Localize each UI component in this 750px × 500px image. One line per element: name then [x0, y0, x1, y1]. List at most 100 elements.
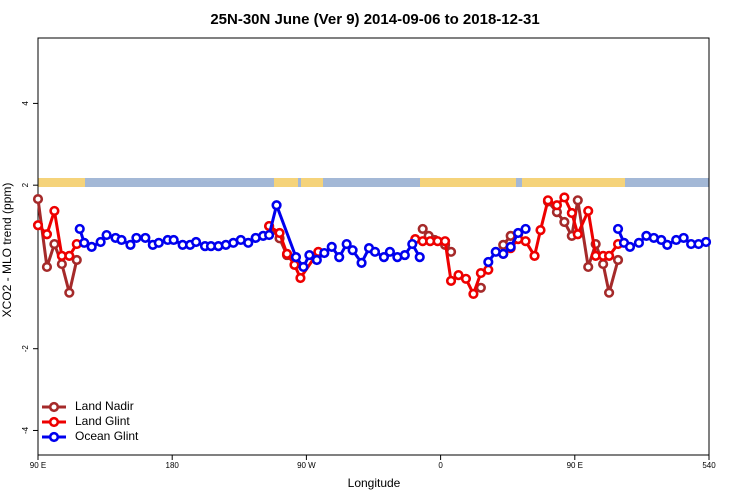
legend-label: Land Nadir: [75, 399, 134, 413]
point: [598, 258, 609, 270]
point: [341, 238, 352, 250]
point: [56, 258, 67, 270]
land-band: [274, 178, 298, 187]
point: [572, 229, 583, 240]
point: [535, 225, 546, 236]
point: [32, 220, 44, 231]
point: [369, 246, 381, 257]
point: [274, 227, 285, 239]
point: [407, 238, 418, 250]
point: [101, 229, 112, 241]
point: [71, 254, 82, 266]
point: [295, 272, 306, 284]
point: [290, 252, 302, 263]
land-band: [522, 178, 625, 187]
point: [311, 254, 322, 266]
point: [542, 195, 554, 206]
point: [572, 195, 583, 206]
point: [460, 273, 472, 284]
point: [475, 282, 486, 293]
point: [559, 192, 570, 203]
point: [559, 216, 570, 228]
land-band: [38, 178, 85, 187]
legend-marker: [48, 401, 60, 413]
point: [289, 259, 300, 270]
point: [453, 270, 464, 281]
ocean-band: [38, 178, 709, 187]
legend-label: Ocean Glint: [75, 429, 139, 443]
point: [662, 239, 673, 250]
point: [468, 288, 479, 300]
point: [41, 261, 53, 273]
point: [281, 248, 293, 259]
point: [168, 234, 179, 246]
land-band: [301, 178, 323, 187]
y-tick-label: -2: [21, 345, 30, 353]
point: [624, 241, 636, 253]
point: [678, 232, 689, 244]
point: [384, 246, 396, 257]
point: [483, 256, 494, 268]
point: [583, 261, 594, 273]
point: [417, 223, 428, 235]
point: [513, 227, 524, 239]
point: [700, 236, 712, 248]
x-tick-label: 540: [702, 461, 716, 470]
point: [505, 241, 516, 253]
point: [153, 237, 164, 248]
point: [520, 236, 531, 247]
point: [633, 237, 645, 248]
point: [140, 232, 151, 244]
legend-marker: [48, 431, 60, 443]
x-tick-label: 180: [166, 461, 180, 470]
point: [319, 247, 330, 259]
point: [86, 241, 97, 253]
plot-frame: [37, 37, 710, 456]
legend-label: Land Glint: [75, 414, 130, 428]
point: [414, 252, 425, 263]
point: [125, 239, 136, 250]
point: [304, 249, 315, 261]
point: [131, 232, 142, 244]
y-axis-label: XCO2 - MLO trend (ppm): [0, 183, 14, 318]
point: [190, 236, 202, 248]
point: [356, 257, 367, 268]
chart-title: 25N-30N June (Ver 9) 2014-09-06 to 2018-…: [210, 11, 539, 28]
point: [116, 234, 127, 246]
x-tick-label: 90 W: [297, 461, 316, 470]
point: [612, 254, 624, 266]
point: [439, 236, 451, 247]
point: [445, 275, 457, 286]
point: [378, 252, 390, 263]
point: [334, 252, 345, 263]
point: [399, 249, 410, 261]
series-line: [36, 194, 620, 298]
land-ocean-strip: [38, 178, 709, 187]
x-tick-label: 0: [438, 461, 443, 470]
point: [520, 223, 531, 235]
y-tick-label: 4: [21, 101, 30, 106]
point: [32, 193, 44, 205]
legend-marker: [48, 416, 60, 428]
x-axis-label: Longitude: [348, 476, 401, 490]
x-tick-label: 90 E: [30, 461, 46, 470]
point: [566, 207, 577, 219]
x-tick-label: 90 E: [567, 461, 583, 470]
point: [271, 200, 282, 211]
y-tick-label: 2: [21, 182, 30, 187]
point: [498, 248, 509, 259]
land-band: [420, 178, 516, 187]
point: [529, 250, 540, 262]
point: [326, 241, 337, 253]
point: [264, 229, 275, 241]
point: [95, 236, 106, 248]
point: [603, 250, 615, 262]
point: [64, 250, 75, 262]
point: [64, 287, 75, 298]
point: [603, 287, 615, 298]
point: [298, 261, 309, 273]
point: [74, 223, 85, 235]
point: [347, 245, 358, 256]
point: [79, 237, 90, 248]
point: [41, 229, 53, 240]
